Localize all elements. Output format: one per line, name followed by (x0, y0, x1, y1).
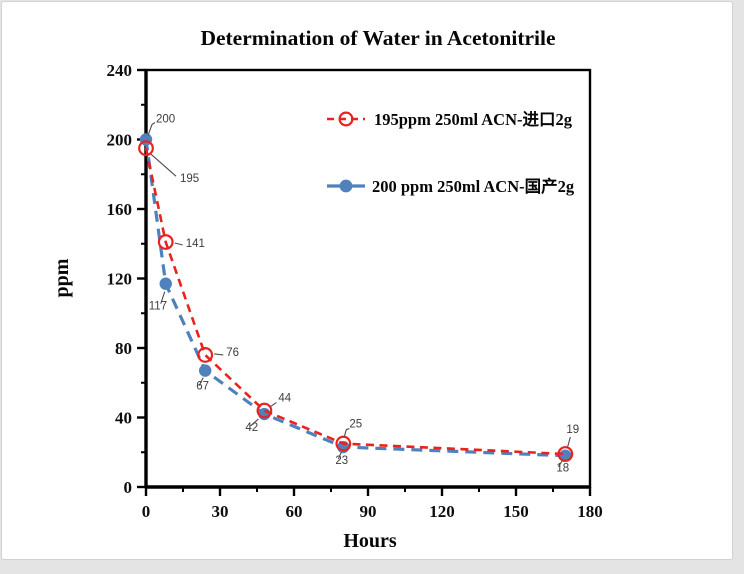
data-point-leader-line (214, 353, 224, 356)
legend-label-domestic: 200 ppm 250ml ACN-国产2g (372, 176, 575, 196)
legend: 195ppm 250ml ACN-进口2g 200 ppm 250ml ACN-… (327, 110, 575, 196)
y-tick-label: 240 (107, 61, 133, 80)
data-point-marker-open-circle (197, 347, 214, 363)
data-point-leader-line (160, 291, 166, 304)
plot-frame (144, 68, 592, 489)
y-tick-label: 160 (107, 200, 133, 219)
point-label-layer: 200 117 67 42 23 18 195 141 76 44 25 19 (147, 114, 579, 475)
y-tick-label: 40 (115, 409, 132, 428)
x-axis-title: Hours (343, 530, 397, 552)
data-point-leader-line (198, 377, 204, 386)
y-tick-label: 120 (107, 270, 133, 289)
data-point-leader-line (270, 402, 277, 408)
data-point-leader-line (250, 418, 259, 427)
data-point-label: 141 (186, 238, 205, 250)
chart-card (1, 1, 733, 560)
y-tick-label: 80 (115, 339, 132, 358)
data-point-leader-line (566, 436, 571, 449)
series-line-1 (144, 139, 566, 458)
data-point-marker-open-circle (157, 234, 174, 250)
legend-label-imported: 195ppm 250ml ACN-进口2g (374, 110, 573, 129)
chart-title: Determination of Water in Acetonitrile (200, 26, 555, 50)
data-point-marker-open-circle (138, 140, 154, 157)
data-point-label: 19 (566, 424, 579, 436)
y-tick-label: 0 (124, 478, 133, 497)
x-tick-label: 30 (212, 502, 229, 521)
x-tick-label: 180 (577, 502, 603, 521)
data-point-marker-open-circle (256, 402, 273, 419)
series-line-0 (144, 147, 566, 456)
data-point-leader-line (557, 460, 563, 468)
axes-layer: 0 40 80 120 160 200 240 0 30 60 90 120 150 180 (107, 61, 603, 521)
data-point-label: 200 (156, 114, 175, 126)
data-point-leader-line (150, 153, 177, 177)
legend-entry-domestic: 200 ppm 250ml ACN-国产2g (327, 176, 575, 196)
x-tick-label: 90 (360, 502, 377, 521)
data-point-leader-line (147, 122, 156, 136)
data-point-marker-filled-circle (159, 277, 172, 290)
data-point-label: 25 (349, 419, 362, 431)
data-point-marker-open-circle (335, 435, 352, 452)
data-point-label: 23 (335, 455, 348, 467)
data-point-label: 18 (556, 463, 569, 475)
data-point-leader-line (337, 451, 342, 460)
data-point-label: 76 (226, 347, 239, 359)
x-tick-label: 120 (429, 502, 455, 521)
x-tick-label: 60 (286, 502, 303, 521)
data-point-label: 67 (196, 381, 209, 393)
legend-entry-imported: 195ppm 250ml ACN-进口2g (327, 110, 573, 129)
legend-filled-circle-icon (339, 179, 353, 193)
y-tick-label: 200 (107, 131, 133, 150)
series-layer (138, 133, 574, 462)
data-point-marker-filled-circle (199, 364, 212, 377)
data-point-label: 195 (180, 173, 199, 185)
legend-open-circle-icon (338, 111, 354, 127)
y-axis-title: ppm (51, 258, 73, 297)
x-tick-label: 150 (503, 502, 529, 521)
data-point-leader-line (343, 428, 350, 437)
data-point-leader-line (174, 242, 183, 246)
data-point-label: 42 (245, 422, 258, 434)
data-point-marker-open-circle (557, 446, 574, 462)
x-tick-label: 0 (142, 502, 151, 521)
data-point-label: 44 (278, 393, 291, 405)
data-point-label: 117 (149, 301, 167, 313)
